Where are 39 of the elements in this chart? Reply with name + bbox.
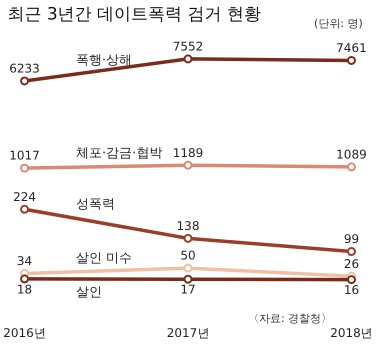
series-label: 체포·감금·협박 xyxy=(76,146,162,161)
data-label: 34 xyxy=(16,254,32,268)
data-label: 1089 xyxy=(336,147,367,162)
data-label: 16 xyxy=(344,282,360,297)
text: 〈자료: 경찰청〉 xyxy=(248,312,332,325)
data-label: 1017 xyxy=(9,148,40,163)
series-label: 성폭력 xyxy=(76,197,115,212)
chart-subtitle: (단위: 명) xyxy=(314,17,363,30)
point xyxy=(346,247,356,256)
point xyxy=(184,274,192,284)
data-label: 50 xyxy=(180,248,196,263)
data-label: 18 xyxy=(16,282,32,296)
series-label: 살인 xyxy=(76,285,102,300)
data-label: 1189 xyxy=(172,146,204,160)
point xyxy=(20,204,30,214)
point xyxy=(346,56,356,65)
data-label: 17 xyxy=(180,282,196,297)
point xyxy=(184,264,192,273)
x-tick-label: 2016년 xyxy=(3,326,46,340)
series-label: 살인 미수 xyxy=(76,251,132,266)
point xyxy=(346,162,356,172)
series-label: 폭행·상해 xyxy=(76,53,132,68)
data-label: 6233 xyxy=(9,62,40,76)
point xyxy=(20,164,30,173)
data-label: 99 xyxy=(344,232,360,246)
x-tick-label: 2018년 xyxy=(330,326,373,340)
chart-title: 최근 3년간 데이트폭력 검거 현황 xyxy=(8,4,261,24)
point xyxy=(184,234,192,243)
point xyxy=(20,274,30,284)
data-label: 7552 xyxy=(172,40,204,54)
x-tick-label: 2017년 xyxy=(166,326,210,340)
point xyxy=(184,160,192,170)
point xyxy=(184,54,192,64)
data-label: 26 xyxy=(344,256,360,271)
data-label: 7461 xyxy=(336,41,367,56)
data-label: 138 xyxy=(176,218,200,233)
point xyxy=(346,275,356,284)
point xyxy=(20,76,30,86)
data-label: 224 xyxy=(13,190,36,204)
